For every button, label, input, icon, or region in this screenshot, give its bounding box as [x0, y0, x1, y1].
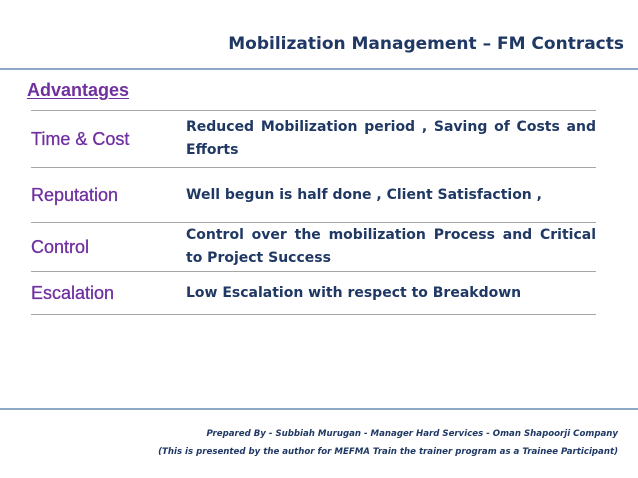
advantage-label: Control	[31, 236, 90, 257]
advantage-description: Reduced Mobilization period , Saving of …	[186, 119, 596, 158]
advantage-row-reputation: Reputation Well begun is half done , Cli…	[31, 167, 596, 222]
advantage-label: Reputation	[31, 184, 119, 205]
advantage-label: Time & Cost	[31, 128, 130, 149]
advantage-label: Escalation	[31, 282, 115, 303]
advantage-description: Control over the mobilization Process an…	[186, 227, 596, 266]
advantages-table: Time & Cost Reduced Mobilization period …	[31, 110, 596, 315]
section-heading-advantages: Advantages	[27, 80, 130, 100]
footer-credits: Prepared By - Subbiah Murugan - Manager …	[158, 425, 618, 461]
footer-author-line: Prepared By - Subbiah Murugan - Manager …	[206, 429, 618, 439]
advantage-row-escalation: Escalation Low Escalation with respect t…	[31, 271, 596, 315]
footer-program-line: (This is presented by the author for MEF…	[158, 447, 618, 457]
header-divider	[0, 68, 638, 70]
advantage-description: Low Escalation with respect to Breakdown	[186, 284, 522, 301]
slide-title: Mobilization Management – FM Contracts	[228, 34, 624, 54]
advantage-row-time-cost: Time & Cost Reduced Mobilization period …	[31, 110, 596, 167]
footer-divider	[0, 408, 638, 410]
advantage-row-control: Control Control over the mobilization Pr…	[31, 222, 596, 271]
advantage-description: Well begun is half done , Client Satisfa…	[186, 186, 542, 203]
